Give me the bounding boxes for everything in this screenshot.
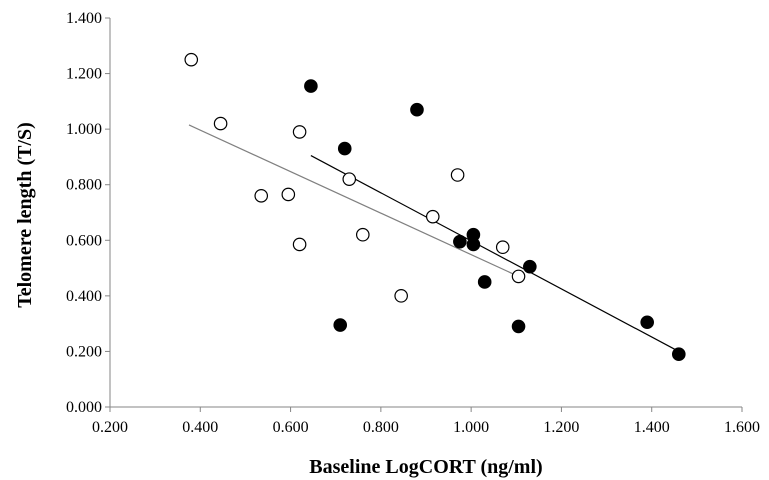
trendline-series-1 — [188, 124, 519, 277]
x-tick-label: 1.200 — [543, 419, 579, 436]
open-data-point — [292, 237, 307, 252]
y-tick-label: 0.400 — [66, 288, 102, 305]
open-data-point — [292, 125, 307, 139]
y-tick-label: 1.200 — [66, 66, 102, 83]
open-data-point — [511, 269, 526, 284]
axes — [105, 17, 743, 412]
x-tick-label: 0.800 — [363, 419, 399, 436]
open-data-point — [450, 168, 465, 182]
open-data-point — [495, 240, 510, 255]
filled-data-point — [466, 237, 481, 252]
x-tick-label: 1.400 — [634, 419, 670, 436]
y-tick-label: 1.400 — [66, 10, 102, 27]
x-axis-title: Baseline LogCORT (ng/ml) — [309, 456, 542, 478]
open-data-point — [254, 189, 269, 203]
y-tick-label: 1.000 — [66, 121, 102, 138]
filled-data-point — [410, 102, 424, 117]
open-data-point — [394, 289, 408, 303]
x-tick-label: 0.200 — [92, 419, 128, 436]
filled-data-point — [640, 315, 654, 330]
filled-data-point — [304, 79, 318, 93]
y-tick-label: 0.800 — [66, 177, 102, 194]
filled-data-point — [333, 318, 348, 332]
open-data-point — [355, 227, 370, 242]
y-tick-label: 0.000 — [66, 399, 102, 416]
open-data-point — [425, 209, 440, 224]
filled-data-point — [511, 319, 526, 334]
x-tick-label: 0.600 — [273, 419, 309, 436]
x-tick-label: 1.000 — [453, 419, 489, 436]
trendlines — [188, 124, 680, 352]
y-tick-label: 0.600 — [66, 232, 102, 249]
filled-data-point — [453, 234, 467, 249]
filled-data-point — [671, 347, 686, 362]
x-tick-label: 1.600 — [724, 419, 760, 436]
tick-labels: 0.000 0.200 0.400 0.600 0.800 1.000 1.200 1.400… — [66, 10, 760, 436]
filled-data-point — [477, 275, 492, 289]
open-data-point — [184, 52, 199, 67]
open-data-point — [281, 187, 296, 202]
trendline-series-2 — [310, 155, 680, 352]
y-axis-title: Telomere length (T/S) — [14, 122, 36, 308]
open-data-point — [342, 172, 357, 186]
filled-data-point — [337, 141, 352, 156]
data-points — [184, 52, 686, 362]
filled-data-point — [523, 259, 537, 274]
x-tick-label: 0.400 — [182, 419, 218, 436]
y-tick-label: 0.200 — [66, 343, 102, 360]
open-data-point — [213, 116, 228, 131]
